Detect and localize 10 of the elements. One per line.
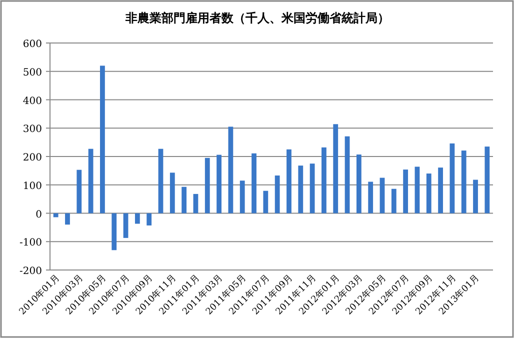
y-tick-label: 300 <box>22 124 42 136</box>
y-tick-label: 600 <box>22 39 42 50</box>
y-tick-label: 0 <box>36 209 42 220</box>
chart-title: 非農業部門雇用者数（千人、米国労働省統計局） <box>124 11 390 25</box>
y-tick-label: -100 <box>20 238 42 249</box>
y-tick-label: -200 <box>20 266 42 277</box>
y-tick-label: 100 <box>22 180 42 192</box>
y-tick-label: 400 <box>22 96 42 107</box>
y-tick-label: 200 <box>22 152 42 164</box>
y-tick-label: 500 <box>22 67 42 78</box>
